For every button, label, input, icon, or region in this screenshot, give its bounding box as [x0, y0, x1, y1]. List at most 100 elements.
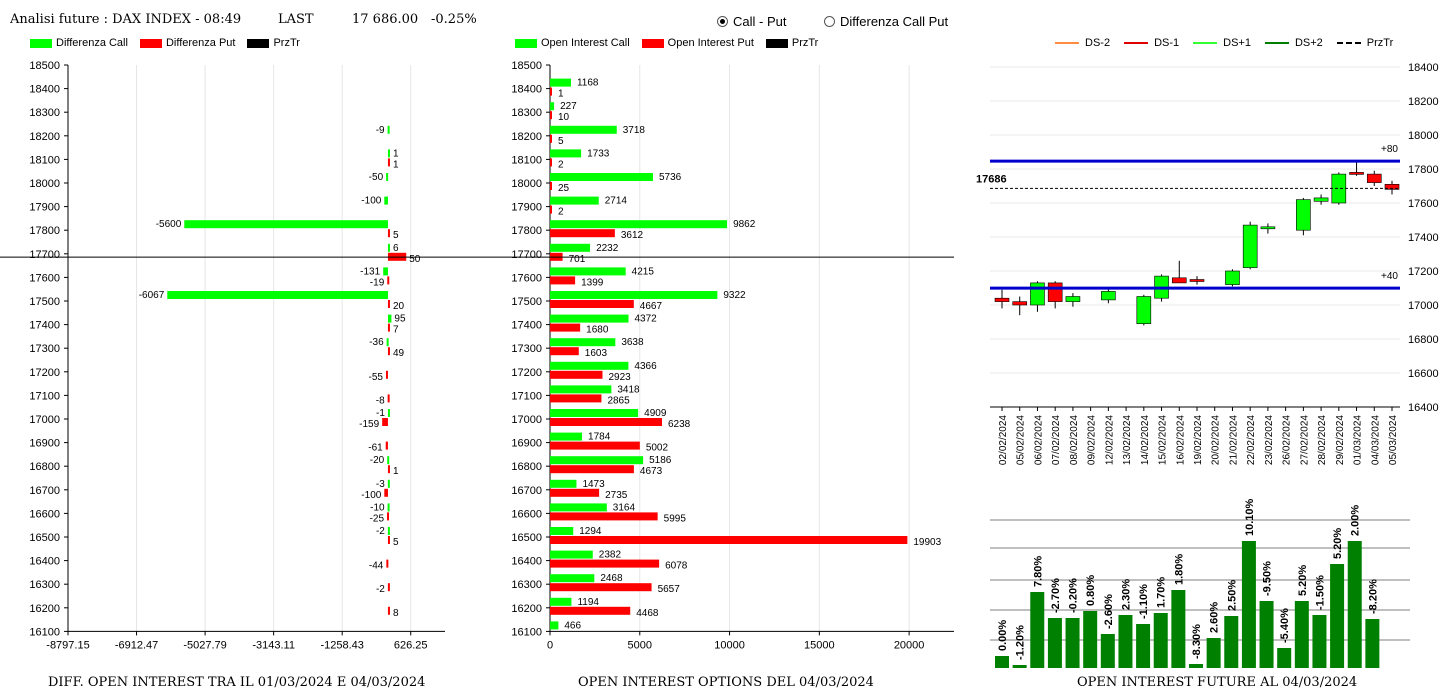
bar: [1012, 665, 1027, 668]
legend-label: Differenza Call: [56, 37, 128, 49]
bar-label-call: -131: [360, 266, 380, 277]
bar-label-call: 1784: [588, 432, 611, 443]
bar-label-put: -19: [370, 277, 385, 288]
bar-label-call: 1294: [579, 526, 602, 537]
bar-label-call: -2: [376, 526, 385, 537]
legend-label: PrzTr: [273, 37, 300, 49]
bar-label-put: 2: [558, 159, 564, 170]
bar-label-put: 2923: [608, 372, 631, 383]
bar-put: [387, 229, 390, 238]
bar-call: [550, 314, 629, 323]
radio-icon-selected[interactable]: [717, 16, 728, 27]
bar-put: [550, 488, 600, 497]
legend-line-prztr: [1336, 42, 1361, 44]
y-tick-label: 17200: [511, 367, 542, 379]
y-tick-label: 17500: [511, 296, 542, 308]
x-tick-label: -6912.47: [115, 639, 158, 651]
bar-put: [387, 536, 390, 544]
bar-call: [386, 338, 389, 347]
bar-label-put: -8: [376, 395, 385, 406]
y-tick-label: 16300: [29, 579, 60, 591]
bar-label-put: 50: [409, 254, 421, 265]
y-tick-label: 17200: [1408, 266, 1439, 278]
candle-body: [1012, 301, 1028, 306]
candle-body: [1065, 296, 1081, 302]
oi-future-chart: 0.00% -1.20% 7.80% -2.70% -0.20% 0.80% -2.60% 2…: [990, 498, 1410, 668]
y-tick-label: 18200: [29, 131, 60, 143]
bar-label: -9.50%: [1262, 561, 1274, 596]
last-value: 17 686.00: [352, 12, 419, 27]
x-tick-label: -1258.43: [320, 639, 363, 651]
bar-label: 2.50%: [1226, 580, 1238, 611]
bar-label: 10.10%: [1244, 498, 1256, 536]
candle-body: [1030, 282, 1045, 306]
bar-label-put: 5: [558, 136, 564, 147]
x-tick-label: 05/02/2024: [1016, 415, 1027, 465]
y-tick-label: 17200: [29, 367, 60, 379]
bar-label-call: 3718: [623, 125, 646, 136]
legend-swatch-red: [641, 38, 664, 48]
x-tick-label: 0: [547, 639, 553, 651]
bar-label-call: 3164: [613, 502, 636, 513]
change-value: -0.25%: [431, 12, 477, 27]
y-tick-label: 16400: [29, 556, 60, 568]
diff-oi-chart: -8797.15 -6912.47 -5027.79 -3143.11 -1258.43…: [0, 60, 470, 651]
bar-call: [550, 149, 582, 158]
page-title: Analisi future : DAX INDEX - 08:49: [10, 12, 242, 27]
y-tick-label: 16600: [1408, 368, 1439, 380]
bar-call: [550, 220, 728, 229]
bar-label-call: 466: [564, 620, 581, 631]
radio-icon[interactable]: [824, 16, 835, 27]
caption-oi-future: OPEN INTEREST FUTURE AL 04/03/2024: [1077, 675, 1358, 690]
bar-put: [550, 158, 552, 167]
x-tick-label: 02/02/2024: [998, 415, 1009, 465]
radio-call-put[interactable]: Call - Put: [717, 14, 786, 29]
legend-label: PrzTr: [791, 37, 819, 49]
bar-label: -1.50%: [1314, 575, 1326, 610]
bar-label-put: 1680: [586, 325, 609, 336]
x-tick-label: 13/02/2024: [1122, 415, 1133, 465]
bar-call: [550, 385, 612, 394]
bar-put: [384, 488, 388, 497]
bar: [1330, 564, 1345, 668]
bar-put: [387, 347, 390, 356]
bar-put: [387, 512, 390, 521]
prztr-label: 17686: [976, 173, 1007, 185]
x-tick-label: -5027.79: [183, 639, 226, 651]
bar: [995, 656, 1009, 668]
bar-call: [383, 267, 388, 276]
bar-label-put: 10: [558, 112, 570, 123]
bar: [1100, 634, 1115, 668]
y-tick-label: 18500: [511, 60, 542, 72]
bar-label-call: -20: [370, 455, 385, 466]
candle-body: [1260, 226, 1276, 230]
bar-label-call: 5736: [659, 172, 682, 183]
y-tick-label: 17600: [511, 272, 542, 284]
y-tick-label: 16900: [29, 438, 60, 450]
y-tick-label: 18300: [29, 107, 60, 119]
bar-put: [387, 583, 390, 592]
bar-label-call: 1168: [577, 78, 599, 89]
y-tick-label: 18000: [29, 178, 60, 190]
bar-put: [386, 559, 389, 568]
radio-diff-call-put[interactable]: Differenza Call Put: [824, 14, 948, 29]
radio-call-put-label: Call - Put: [733, 14, 787, 29]
x-tick-label: 16/02/2024: [1175, 415, 1186, 465]
bar-call: [550, 173, 653, 181]
y-tick-label: 16400: [511, 556, 542, 568]
bar-label: -1.10%: [1138, 584, 1150, 619]
bar-label-put: 1: [558, 89, 564, 100]
bar-label-call: 4372: [635, 314, 658, 325]
bar-label: 5.20%: [1297, 565, 1309, 596]
bar-call: [550, 432, 583, 441]
y-tick-label: 16500: [511, 532, 542, 544]
x-tick-label: 10000: [714, 639, 745, 651]
y-tick-label: 17100: [29, 390, 60, 402]
bar-label: 5.20%: [1332, 528, 1344, 559]
y-tick-label: 16800: [1408, 334, 1439, 346]
bar-label: -2.60%: [1103, 594, 1115, 629]
bar-call: [550, 361, 629, 370]
bar-label-call: 5186: [649, 455, 672, 466]
legend-line-ds-1: [1124, 42, 1149, 44]
bar-label-call: 2714: [605, 196, 628, 207]
